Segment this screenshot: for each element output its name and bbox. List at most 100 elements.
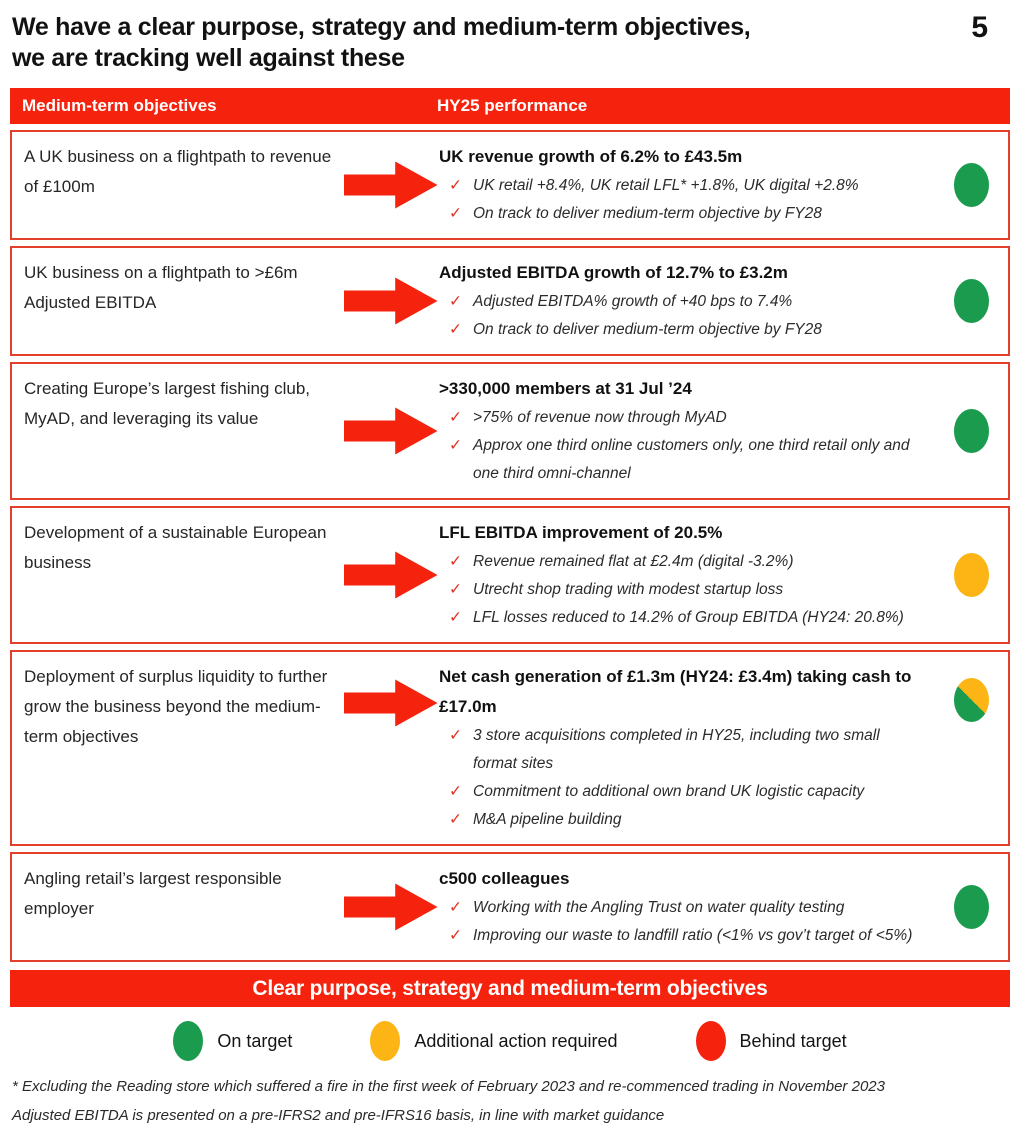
bullet-item: ✓ >75% of revenue now through MyAD (439, 404, 928, 432)
bullet-text: Approx one third online customers only, … (473, 437, 910, 482)
bullet-item: ✓ Revenue remained flat at £2.4m (digital… (439, 548, 928, 576)
checkmark-icon: ✓ (449, 609, 462, 626)
bullet-text: On track to deliver medium-term objectiv… (473, 205, 822, 222)
bullet-text: Revenue remained flat at £2.4m (digital … (473, 553, 794, 570)
bullet-item: ✓ Utrecht shop trading with modest startu… (439, 576, 928, 604)
bullet-item: ✓ Improving our waste to landfill ratio (… (439, 922, 928, 950)
checkmark-icon: ✓ (449, 409, 462, 426)
table-row: Deployment of surplus liquidity to furth… (10, 650, 1010, 846)
status-cell (934, 163, 1008, 207)
status-dot (953, 678, 989, 722)
checkmark-icon: ✓ (449, 437, 462, 454)
page-title: We have a clear purpose, strategy and me… (12, 12, 971, 74)
table-row: Creating Europe’s largest fishing club, … (10, 362, 1010, 500)
footnote-line: * Excluding the Reading store which suff… (12, 1078, 885, 1095)
column-header-performance: HY25 performance (437, 96, 588, 115)
arrow-cell (342, 276, 439, 326)
performance-cell: Net cash generation of £1.3m (HY24: £3.4… (439, 652, 934, 844)
column-header-objectives: Medium-term objectives (22, 96, 217, 115)
right-arrow-icon (343, 161, 438, 209)
performance-headline: Adjusted EBITDA growth of 12.7% to £3.2m (439, 263, 788, 282)
checkmark-icon: ✓ (449, 553, 462, 570)
bullet-item: ✓ Commitment to additional own brand UK l… (439, 778, 928, 806)
arrow-cell (342, 550, 439, 600)
bullet-item: ✓ Approx one third online customers only,… (439, 432, 928, 488)
arrow-cell (342, 678, 439, 728)
arrow-cell (342, 882, 439, 932)
status-dot (953, 553, 989, 597)
objective-text: A UK business on a flightpath to revenue… (24, 147, 332, 196)
right-arrow-icon (343, 277, 438, 325)
performance-headline: c500 colleagues (439, 869, 570, 888)
summary-banner: Clear purpose, strategy and medium-term … (10, 970, 1010, 1007)
bullet-item: ✓ UK retail +8.4%, UK retail LFL* +1.8%, … (439, 172, 928, 200)
status-cell (934, 409, 1008, 453)
right-arrow-icon (343, 407, 438, 455)
footnote-line: Adjusted EBITDA is presented on a pre-IF… (12, 1107, 665, 1124)
checkmark-icon: ✓ (449, 727, 462, 744)
checkmark-icon: ✓ (449, 205, 462, 222)
objective-text: Creating Europe’s largest fishing club, … (24, 379, 311, 428)
bullet-text: Utrecht shop trading with modest startup… (473, 581, 784, 598)
bullet-item: ✓ On track to deliver medium-term objecti… (439, 316, 928, 344)
bullet-text: >75% of revenue now through MyAD (473, 409, 727, 426)
performance-cell: c500 colleagues ✓ Working with the Anglin… (439, 854, 934, 960)
bullet-text: LFL losses reduced to 14.2% of Group EBI… (473, 609, 904, 626)
right-arrow-icon (343, 883, 438, 931)
bullet-text: 3 store acquisitions completed in HY25, … (473, 727, 880, 772)
bullet-text: Improving our waste to landfill ratio (<… (473, 927, 913, 944)
performance-cell: UK revenue growth of 6.2% to £43.5m ✓ UK … (439, 132, 934, 238)
legend-item: On target (173, 1021, 292, 1061)
performance-headline: UK revenue growth of 6.2% to £43.5m (439, 147, 743, 166)
footnotes: * Excluding the Reading store which suff… (12, 1072, 1010, 1130)
checkmark-icon: ✓ (449, 177, 462, 194)
bullet-item: ✓ M&A pipeline building (439, 806, 928, 834)
slide-header: We have a clear purpose, strategy and me… (0, 10, 1020, 74)
on-target-dot-icon (173, 1021, 204, 1061)
checkmark-icon: ✓ (449, 321, 462, 338)
objective-text: Angling retail’s largest responsible emp… (24, 869, 282, 918)
checkmark-icon: ✓ (449, 927, 462, 944)
legend-item: Behind target (695, 1021, 847, 1061)
arrow-cell (342, 406, 439, 456)
bullet-item: ✓ LFL losses reduced to 14.2% of Group EB… (439, 604, 928, 632)
legend-label: On target (217, 1030, 293, 1051)
bullet-text: UK retail +8.4%, UK retail LFL* +1.8%, U… (473, 177, 859, 194)
status-dot (953, 885, 989, 929)
status-dot (953, 279, 989, 323)
performance-headline: >330,000 members at 31 Jul ’24 (439, 379, 692, 398)
bullet-text: On track to deliver medium-term objectiv… (473, 321, 822, 338)
arrow-cell (342, 160, 439, 210)
bullet-item: ✓ On track to deliver medium-term objecti… (439, 200, 928, 228)
objective-text: Deployment of surplus liquidity to furth… (24, 667, 328, 746)
table-row: Angling retail’s largest responsible emp… (10, 852, 1010, 962)
status-legend: On target Additional action required Beh… (0, 1020, 1020, 1062)
checkmark-icon: ✓ (449, 581, 462, 598)
performance-headline: LFL EBITDA improvement of 20.5% (439, 523, 723, 542)
objective-text: Development of a sustainable European bu… (24, 523, 327, 572)
performance-headline: Net cash generation of £1.3m (HY24: £3.4… (439, 667, 912, 716)
checkmark-icon: ✓ (449, 783, 462, 800)
bullet-item: ✓ 3 store acquisitions completed in HY25,… (439, 722, 928, 778)
table-row: UK business on a flightpath to >£6m Adju… (10, 246, 1010, 356)
performance-cell: LFL EBITDA improvement of 20.5% ✓ Revenue… (439, 508, 934, 642)
status-dot (953, 163, 989, 207)
performance-cell: >330,000 members at 31 Jul ’24 ✓ >75% of … (439, 364, 934, 498)
table-row: A UK business on a flightpath to revenue… (10, 130, 1010, 240)
bullet-text: Working with the Angling Trust on water … (473, 899, 845, 916)
slide: We have a clear purpose, strategy and me… (0, 10, 1020, 1124)
table-row: Development of a sustainable European bu… (10, 506, 1010, 644)
checkmark-icon: ✓ (449, 293, 462, 310)
right-arrow-icon (343, 551, 438, 599)
right-arrow-icon (343, 679, 438, 727)
objectives-table: Medium-term objectives HY25 performance … (10, 88, 1010, 962)
table-header-row: Medium-term objectives HY25 performance (10, 88, 1010, 124)
page-title-line1: We have a clear purpose, strategy and me… (12, 13, 751, 41)
bullet-item: ✓ Working with the Angling Trust on water… (439, 894, 928, 922)
legend-item: Additional action required (370, 1021, 618, 1061)
checkmark-icon: ✓ (449, 899, 462, 916)
legend-label: Behind target (739, 1030, 847, 1051)
bullet-text: M&A pipeline building (473, 811, 622, 828)
status-cell (934, 553, 1008, 597)
status-cell (934, 279, 1008, 323)
